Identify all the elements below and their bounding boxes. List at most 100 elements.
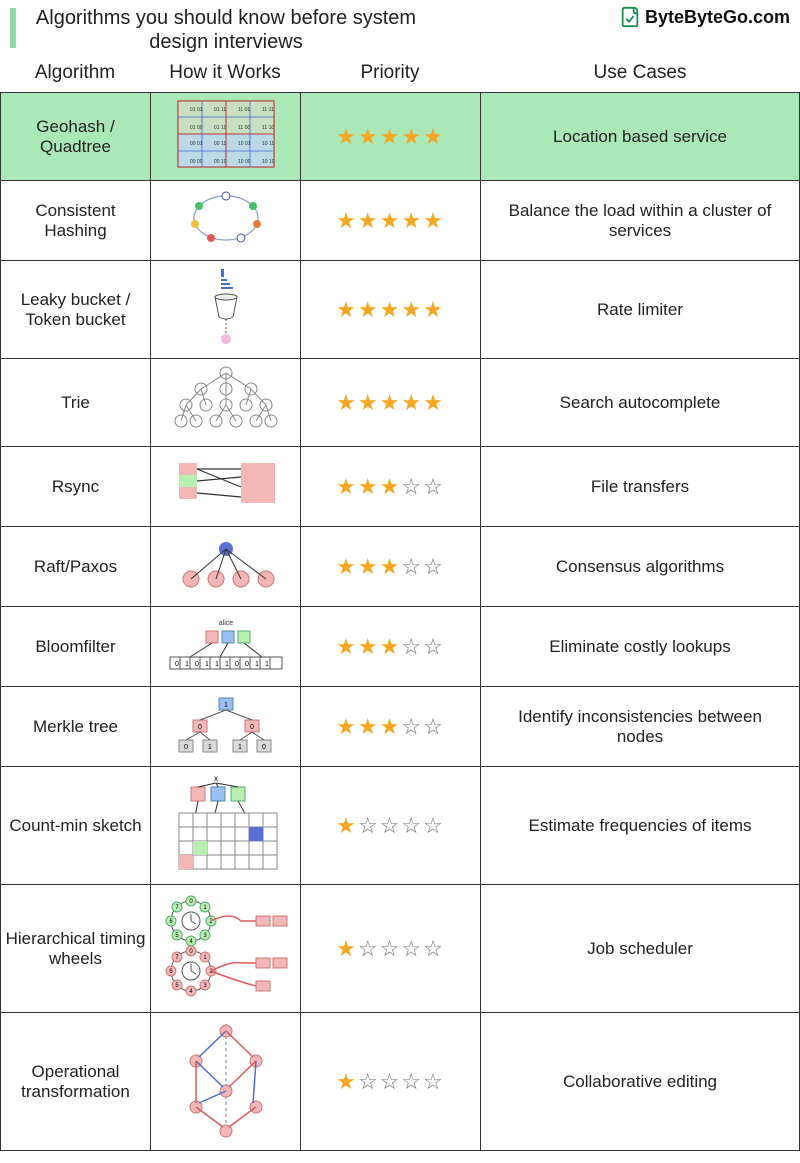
svg-text:1: 1 (208, 744, 212, 751)
usecase-cell: Balance the load within a cluster of ser… (481, 181, 800, 261)
star-empty-icon: ☆ (380, 936, 402, 961)
bucket-diagram (201, 267, 251, 352)
star-empty-icon: ☆ (358, 1069, 380, 1094)
star-empty-icon: ☆ (401, 714, 423, 739)
table-row: Geohash / Quadtree 01 01 01 11 11 01 11 11… (1, 93, 800, 181)
svg-text:11 01: 11 01 (238, 107, 250, 113)
diagram-cell: 01 01 01 11 11 01 11 11 01 00 01 10 11 00 11… (151, 93, 301, 181)
star-filled-icon: ★ (336, 297, 358, 322)
header: Algorithms you should know before system… (0, 0, 800, 58)
diagram-cell: alice 0101110011 (151, 607, 301, 687)
table-row: Rsync ★★★☆☆File transfers (1, 447, 800, 527)
svg-text:01 11: 01 11 (214, 107, 226, 113)
column-headers: Algorithm How it Works Priority Use Case… (0, 58, 800, 92)
star-empty-icon: ☆ (380, 1069, 402, 1094)
bloom-diagram: alice 0101110011 (166, 617, 286, 677)
svg-text:11 10: 11 10 (262, 125, 274, 131)
algorithm-cell: Bloomfilter (1, 607, 151, 687)
usecase-cell: Identify inconsistencies between nodes (481, 687, 800, 767)
diagram-cell: 1 0 0 0 1 1 0 (151, 687, 301, 767)
accent-bar (10, 8, 16, 48)
star-filled-icon: ★ (380, 714, 402, 739)
svg-text:1: 1 (255, 661, 259, 668)
brand-logo: ByteByteGo.com (619, 6, 790, 28)
star-filled-icon: ★ (358, 714, 380, 739)
table-row: Hierarchical timing wheels 0 1 2 3 4 5 6… (1, 885, 800, 1013)
svg-text:0: 0 (198, 724, 202, 731)
star-filled-icon: ★ (358, 297, 380, 322)
algorithm-cell: Geohash / Quadtree (1, 93, 151, 181)
star-filled-icon: ★ (401, 208, 423, 233)
svg-text:1: 1 (238, 744, 242, 751)
usecase-cell: Job scheduler (481, 885, 800, 1013)
svg-text:10 10: 10 10 (262, 159, 275, 165)
priority-cell: ★★★☆☆ (301, 527, 481, 607)
star-filled-icon: ★ (380, 634, 402, 659)
svg-text:01 01: 01 01 (190, 107, 203, 113)
svg-text:0: 0 (184, 744, 188, 751)
star-empty-icon: ☆ (401, 813, 423, 838)
priority-cell: ★★★☆☆ (301, 447, 481, 527)
star-filled-icon: ★ (380, 208, 402, 233)
algorithm-cell: Consistent Hashing (1, 181, 151, 261)
brand-icon (619, 6, 641, 28)
svg-text:1: 1 (205, 661, 209, 668)
algorithm-cell: Hierarchical timing wheels (1, 885, 151, 1013)
col-header-priority: Priority (300, 62, 480, 84)
usecase-cell: Rate limiter (481, 261, 800, 359)
svg-text:11 11: 11 11 (262, 107, 274, 113)
svg-text:1: 1 (225, 661, 229, 668)
algorithm-cell: Operational transformation (1, 1013, 151, 1151)
star-empty-icon: ☆ (423, 474, 445, 499)
algorithm-cell: Trie (1, 359, 151, 447)
star-filled-icon: ★ (401, 297, 423, 322)
usecase-cell: File transfers (481, 447, 800, 527)
svg-text:0: 0 (235, 661, 239, 668)
star-empty-icon: ☆ (401, 936, 423, 961)
merkle-diagram: 1 0 0 0 1 1 0 (171, 694, 281, 759)
col-header-how: How it Works (150, 62, 300, 84)
svg-text:1: 1 (265, 661, 269, 668)
page-title: Algorithms you should know before system… (26, 6, 426, 54)
priority-cell: ★★★★★ (301, 359, 481, 447)
star-empty-icon: ☆ (401, 554, 423, 579)
svg-text:alice: alice (218, 620, 233, 627)
svg-text:11 00: 11 00 (238, 125, 250, 131)
svg-text:10 11: 10 11 (262, 141, 274, 147)
priority-cell: ★★★☆☆ (301, 687, 481, 767)
star-empty-icon: ☆ (401, 634, 423, 659)
diagram-cell: 0 1 2 3 4 5 6 7 0 1 2 3 4 5 6 7 (151, 885, 301, 1013)
star-empty-icon: ☆ (401, 1069, 423, 1094)
priority-cell: ★☆☆☆☆ (301, 1013, 481, 1151)
raft-diagram (176, 539, 276, 594)
algorithms-table: Geohash / Quadtree 01 0101 11 11 0111 11… (0, 92, 800, 1151)
algorithm-cell: Rsync (1, 447, 151, 527)
star-empty-icon: ☆ (423, 714, 445, 739)
star-filled-icon: ★ (336, 813, 358, 838)
star-filled-icon: ★ (401, 390, 423, 415)
wheel-diagram: 0 1 2 3 4 5 6 7 0 1 2 3 4 5 6 7 (161, 891, 291, 1006)
star-filled-icon: ★ (423, 297, 445, 322)
svg-text:0: 0 (245, 661, 249, 668)
star-empty-icon: ☆ (423, 813, 445, 838)
star-empty-icon: ☆ (423, 554, 445, 579)
svg-text:1: 1 (185, 661, 189, 668)
rsync-diagram (171, 457, 281, 517)
table-row: Bloomfilter alice 0101110011 ★★★☆☆Elimin… (1, 607, 800, 687)
usecase-cell: Location based service (481, 93, 800, 181)
star-filled-icon: ★ (380, 297, 402, 322)
geohash-diagram: 01 01 01 11 11 01 11 11 01 00 01 10 11 00 11… (176, 99, 276, 174)
star-empty-icon: ☆ (380, 813, 402, 838)
algorithm-cell: Raft/Paxos (1, 527, 151, 607)
star-filled-icon: ★ (380, 124, 402, 149)
svg-text:01 10: 01 10 (214, 125, 227, 131)
diagram-cell: x (151, 767, 301, 885)
priority-cell: ★★★★★ (301, 181, 481, 261)
star-filled-icon: ★ (358, 554, 380, 579)
svg-text:01 00: 01 00 (190, 125, 203, 131)
star-empty-icon: ☆ (423, 634, 445, 659)
algorithm-cell: Leaky bucket / Token bucket (1, 261, 151, 359)
star-filled-icon: ★ (336, 634, 358, 659)
star-empty-icon: ☆ (423, 936, 445, 961)
usecase-cell: Consensus algorithms (481, 527, 800, 607)
